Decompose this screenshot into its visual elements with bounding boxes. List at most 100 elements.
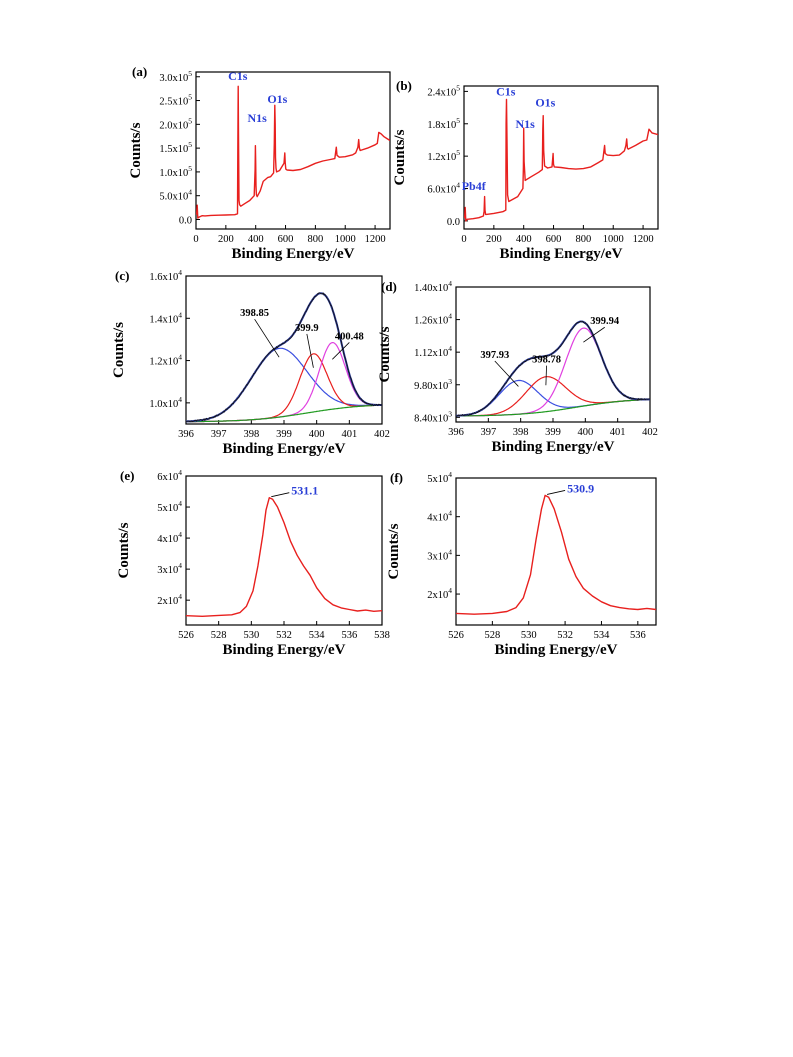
x-tick-label: 0 <box>461 234 466 245</box>
x-tick-label: 1200 <box>365 234 386 245</box>
panel-label: (f) <box>390 470 403 485</box>
peak-annotation: C1s <box>228 69 248 83</box>
y-tick-label: 2.4x105 <box>427 83 460 98</box>
x-tick-label: 396 <box>448 427 464 438</box>
panel-label: (b) <box>396 78 412 93</box>
raw-data-line <box>186 292 382 423</box>
x-tick-label: 536 <box>630 630 646 641</box>
y-axis-label: Counts/s <box>128 122 144 178</box>
x-tick-label: 400 <box>248 234 264 245</box>
panel-label: (d) <box>381 279 397 294</box>
x-tick-label: 400 <box>309 429 325 440</box>
y-tick-label: 1.8x105 <box>427 116 460 131</box>
spectrum-line <box>464 98 658 222</box>
y-tick-label: 1.5x105 <box>159 140 192 155</box>
x-axis-label: Binding Energy/eV <box>232 246 355 262</box>
x-tick-label: 534 <box>309 630 326 641</box>
x-tick-label: 0 <box>193 234 198 245</box>
chart-panel-c: 396 397 398 399 400 401 402 1.0x104 1.2x104 1.4x1… <box>111 268 390 457</box>
x-tick-label: 399 <box>545 427 561 438</box>
raw-data-line <box>456 320 650 417</box>
peak-arrow <box>546 489 566 495</box>
spectrum-line <box>196 85 390 219</box>
chart-panel-b: 0 200 400 600 800 1000 1200 0.0 6.0x104 1.2x105 1.… <box>392 78 659 262</box>
chart-panel-f: 526 528 530 532 534 536 2x104 3x104 4x104 5x104 Bi… <box>386 470 657 658</box>
y-tick-label: 1.6x104 <box>149 268 182 283</box>
plot-frame <box>185 475 383 626</box>
y-tick-label: 9.80x103 <box>414 377 452 392</box>
y-tick-label: 6.0x104 <box>427 181 460 196</box>
annotation-arrow <box>583 326 605 343</box>
x-tick-label: 538 <box>374 630 390 641</box>
fit-component-line <box>456 376 650 417</box>
x-tick-label: 530 <box>243 630 259 641</box>
envelope-line <box>186 292 382 423</box>
y-tick-label: 1.26x104 <box>414 312 452 327</box>
y-axis-label: Counts/s <box>386 523 402 579</box>
y-tick-label: 1.2x104 <box>149 353 182 368</box>
plot-area <box>464 98 658 222</box>
peak-annotation: 399.94 <box>590 316 620 327</box>
plot-area <box>456 320 650 417</box>
y-tick-label: 5.0x104 <box>159 188 192 203</box>
x-tick-label: 1000 <box>335 234 356 245</box>
plot-frame <box>185 275 383 425</box>
y-tick-label: 6x104 <box>157 468 182 483</box>
annotation-arrow <box>545 365 547 386</box>
peak-label: 531.1 <box>291 484 318 498</box>
x-tick-label: 534 <box>594 630 611 641</box>
x-tick-label: 800 <box>576 234 592 245</box>
y-tick-label: 1.40x104 <box>414 279 452 294</box>
y-tick-label: 3x104 <box>157 561 182 576</box>
x-tick-label: 530 <box>521 630 537 641</box>
peak-annotation: N1s <box>248 111 268 125</box>
chart-panel-a: 0 200 400 600 800 1000 1200 0.0 5.0x104 1.0x105 1.… <box>128 64 391 262</box>
y-tick-label: 0.0 <box>447 217 460 228</box>
y-axis-label: Counts/s <box>392 129 408 185</box>
y-tick-label: 2.5x105 <box>159 93 192 108</box>
x-axis-label: Binding Energy/eV <box>223 441 346 457</box>
annotation-arrow <box>332 342 350 360</box>
background-line <box>186 404 382 423</box>
x-tick-label: 600 <box>278 234 294 245</box>
y-tick-label: 1.2x105 <box>427 148 460 163</box>
annotation-arrow <box>494 360 519 387</box>
y-tick-label: 5x104 <box>157 499 182 514</box>
x-axis-label: Binding Energy/eV <box>500 246 623 262</box>
y-tick-label: 1.0x105 <box>159 164 192 179</box>
x-tick-label: 800 <box>308 234 324 245</box>
plot-area <box>456 494 656 615</box>
peak-annotation: 398.78 <box>532 355 561 366</box>
x-tick-label: 1200 <box>633 234 654 245</box>
x-tick-label: 397 <box>211 429 227 440</box>
y-tick-label: 0.0 <box>179 215 192 226</box>
peak-annotation: C1s <box>496 85 516 99</box>
peak-annotation: 400.48 <box>335 331 364 342</box>
x-tick-label: 528 <box>484 630 500 641</box>
x-tick-label: 398 <box>513 427 529 438</box>
y-tick-label: 2x104 <box>157 592 182 607</box>
x-tick-label: 396 <box>178 429 194 440</box>
peak-annotation: O1s <box>267 92 287 106</box>
x-tick-label: 526 <box>178 630 194 641</box>
peak-annotation: 398.85 <box>240 308 269 319</box>
x-tick-label: 528 <box>211 630 227 641</box>
peak-label: 530.9 <box>567 481 594 495</box>
peak-annotation: 397.93 <box>480 350 509 361</box>
panel-label: (a) <box>132 64 147 79</box>
spectrum-line <box>456 494 656 615</box>
x-tick-label: 400 <box>577 427 593 438</box>
x-tick-label: 536 <box>341 630 357 641</box>
annotation-arrow <box>306 333 314 368</box>
y-tick-label: 4x104 <box>427 509 452 524</box>
peak-annotation: O1s <box>535 96 555 110</box>
y-tick-label: 3.0x105 <box>159 69 192 84</box>
y-tick-label: 1.12x104 <box>414 344 452 359</box>
y-axis-label: Counts/s <box>116 522 132 578</box>
x-axis-label: Binding Energy/eV <box>223 642 346 658</box>
plot-area <box>186 292 382 423</box>
peak-annotation: N1s <box>516 117 536 131</box>
chart-panel-e: 526 528 530 532 534 536 538 2x104 3x104 4x104 5x10… <box>116 468 390 658</box>
background-line <box>456 398 650 417</box>
x-tick-label: 526 <box>448 630 464 641</box>
